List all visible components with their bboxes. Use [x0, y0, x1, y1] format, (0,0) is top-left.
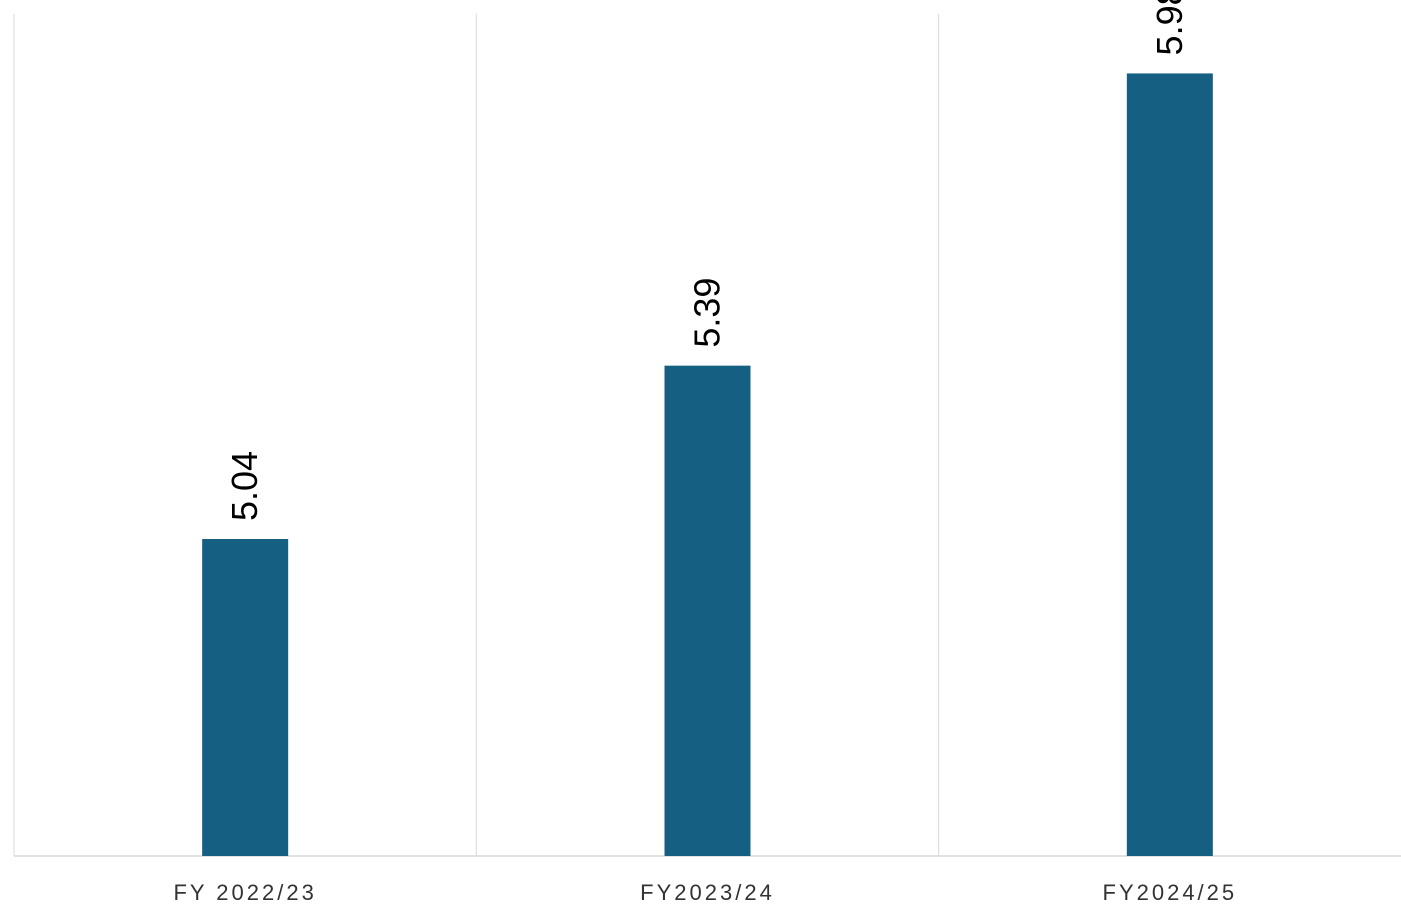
bars-layer — [202, 73, 1213, 856]
x-tick-label: FY2023/24 — [640, 880, 775, 905]
x-tick-labels-layer: FY 2022/23 FY2023/24 FY2024/25 — [173, 880, 1238, 905]
x-tick-label: FY 2022/23 — [173, 880, 316, 905]
bar — [664, 365, 751, 856]
data-label: 5.98 — [1149, 0, 1190, 55]
grid-layer — [13, 14, 940, 856]
data-label: 5.39 — [687, 278, 728, 348]
bar — [202, 539, 289, 856]
x-tick-label: FY2024/25 — [1103, 880, 1238, 905]
data-labels-layer: 5.04 5.39 5.98 — [224, 0, 1190, 521]
data-label: 5.04 — [224, 451, 265, 521]
bar — [1126, 73, 1213, 856]
